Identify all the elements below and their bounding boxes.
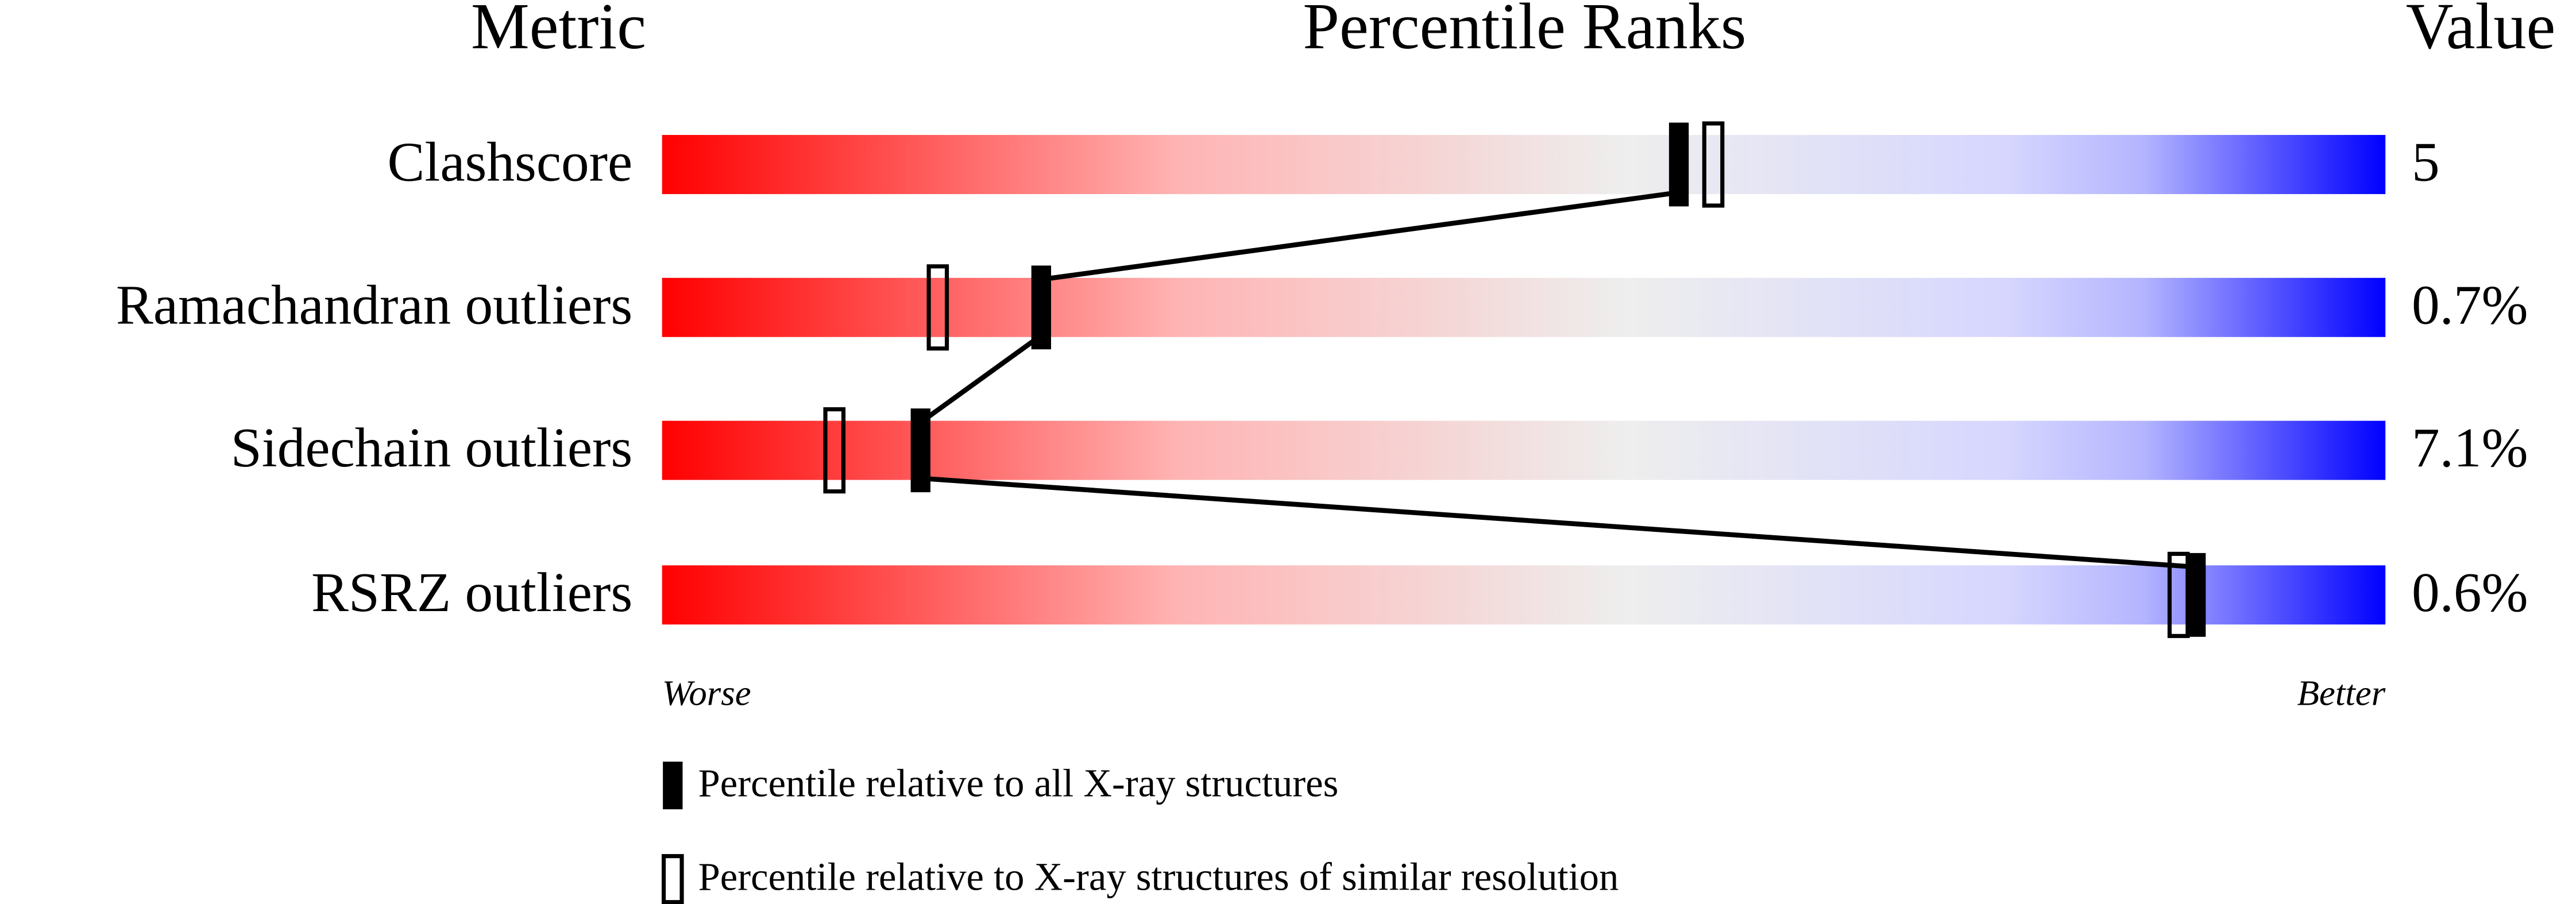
connector bbox=[919, 333, 1043, 424]
marker-filled bbox=[910, 408, 930, 493]
legend-label: Percentile relative to all X-ray structu… bbox=[698, 761, 1339, 805]
value-label: 7.1% bbox=[2412, 417, 2528, 479]
header-percentile: Percentile Ranks bbox=[1303, 0, 1746, 63]
metric-label: Sidechain outliers bbox=[231, 417, 633, 479]
marker-filled bbox=[1669, 122, 1689, 207]
metric-label: Clashscore bbox=[388, 131, 633, 193]
marker-filled bbox=[1031, 265, 1051, 350]
header-metric: Metric bbox=[471, 0, 646, 63]
marker-open bbox=[1702, 121, 1725, 208]
marker-open bbox=[926, 264, 949, 351]
metric-label: Ramachandran outliers bbox=[116, 274, 632, 336]
legend-marker bbox=[663, 762, 683, 810]
marker-open bbox=[2167, 551, 2190, 638]
axis-label-better: Better bbox=[2297, 673, 2385, 713]
percentile-bar bbox=[662, 277, 2386, 337]
legend-label: Percentile relative to X-ray structures … bbox=[698, 855, 1619, 898]
percentile-bar bbox=[662, 420, 2386, 480]
marker-open bbox=[823, 407, 846, 494]
header-value: Value bbox=[2406, 0, 2556, 63]
metric-label: RSRZ outliers bbox=[311, 562, 632, 624]
value-label: 5 bbox=[2412, 131, 2440, 193]
axis-label-worse: Worse bbox=[662, 673, 751, 713]
value-label: 0.6% bbox=[2412, 562, 2528, 624]
connector bbox=[1041, 190, 1679, 282]
percentile-bar bbox=[662, 565, 2386, 625]
percentile-bar bbox=[662, 134, 2386, 194]
marker-filled bbox=[2185, 553, 2206, 637]
connector bbox=[920, 476, 2196, 570]
value-label: 0.7% bbox=[2412, 274, 2528, 336]
legend-marker bbox=[661, 854, 684, 904]
